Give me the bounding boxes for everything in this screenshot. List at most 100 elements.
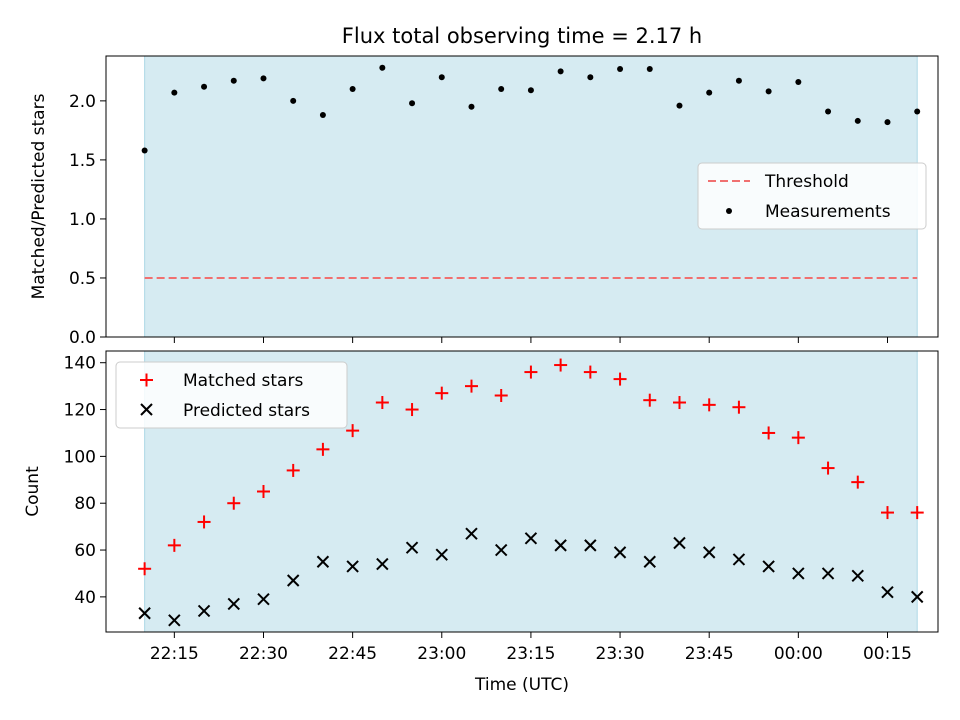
bottom-y-axis-label: Count	[23, 466, 43, 517]
measurement-point	[587, 74, 594, 81]
measurement-point	[171, 89, 178, 96]
predicted-star-point	[643, 555, 656, 568]
predicted-x-b	[227, 597, 240, 611]
matched-star-point	[910, 506, 924, 520]
matched-star-point	[227, 496, 241, 510]
top-x-ticks	[173, 337, 888, 343]
predicted-x-b	[376, 557, 389, 571]
legend-measurement-swatch	[726, 208, 732, 214]
predicted-stars-points	[138, 527, 924, 627]
measurement-point	[349, 86, 356, 93]
x-tick-label: 22:45	[328, 644, 377, 664]
predicted-x-b	[673, 536, 686, 550]
predicted-x-b	[702, 546, 716, 559]
top-y-ticks: 0.0 0.5 1.0 1.5 2.0	[69, 92, 106, 348]
x-tick-label: 00:00	[774, 644, 823, 664]
predicted-x-b	[494, 543, 508, 557]
predicted-star-point	[524, 532, 538, 545]
predicted-star-point	[792, 567, 805, 580]
predicted-x-b	[821, 567, 835, 580]
predicted-star-point	[168, 614, 181, 627]
predicted-star-point	[762, 560, 775, 573]
predicted-star-point	[257, 593, 270, 606]
predicted-star-point	[197, 604, 211, 618]
predicted-x-b	[732, 553, 746, 566]
legend-threshold-label: Threshold	[764, 172, 849, 192]
matched-star-point	[732, 400, 746, 414]
legend-predicted-label: Predicted stars	[183, 401, 310, 421]
predicted-x-b	[851, 569, 864, 583]
predicted-x-b	[554, 539, 567, 552]
legend-matched-swatch	[140, 373, 153, 387]
matched-stars-points	[138, 358, 924, 576]
top-panel: 0.00.51.01.52.0 Matched/Predicted stars …	[29, 55, 939, 348]
y-tick-label: 2.0	[69, 92, 96, 112]
predicted-x-b	[257, 593, 270, 606]
x-tick-label: 23:30	[596, 644, 645, 664]
measurement-point	[230, 77, 237, 84]
predicted-x-b	[197, 604, 211, 618]
y-tick-label: 60	[74, 541, 96, 561]
predicted-star-point	[732, 553, 746, 566]
chart-title: Flux total observing time = 2.17 h	[342, 24, 702, 48]
matched-star-point	[762, 426, 776, 440]
measurement-point	[557, 68, 564, 75]
predicted-star-point	[286, 574, 300, 587]
matched-star-point	[791, 431, 805, 445]
measurement-point	[498, 86, 505, 93]
predicted-x-b	[613, 546, 627, 559]
measurement-point	[260, 75, 267, 82]
matched-star-point	[464, 379, 478, 393]
top-axes-frame	[105, 55, 939, 338]
x-tick-label: 23:00	[417, 644, 466, 664]
predicted-star-point	[376, 557, 389, 571]
legend-measurements-label: Measurements	[765, 202, 891, 222]
predicted-star-point	[346, 560, 359, 573]
matched-star-point	[138, 562, 152, 576]
matched-star-point	[702, 398, 716, 412]
predicted-star-point	[881, 585, 894, 599]
measurement-point	[884, 119, 891, 126]
matched-star-point	[405, 403, 419, 417]
matched-star-point	[821, 461, 835, 475]
matched-star-point	[643, 393, 657, 407]
predicted-x-b	[792, 567, 805, 580]
measurement-point	[795, 78, 802, 85]
predicted-x-b	[316, 555, 330, 568]
bottom-y-ticks: 40 60 80 100 120 140	[64, 354, 106, 608]
measurement-point	[825, 108, 832, 115]
x-tick-label: 23:45	[685, 644, 734, 664]
y-tick-label: 0.5	[69, 269, 96, 289]
predicted-star-point	[702, 546, 716, 559]
y-tick-label: 140	[64, 354, 96, 374]
measurement-point	[527, 87, 534, 94]
matched-star-point	[880, 506, 894, 520]
y-tick-label: 40	[74, 588, 96, 608]
top-y-axis-label: Matched/Predicted stars	[29, 93, 49, 299]
predicted-x-b	[286, 574, 300, 587]
matched-star-point	[524, 365, 538, 379]
predicted-star-point	[613, 546, 627, 559]
matched-star-point	[583, 365, 597, 379]
x-tick-label: 23:15	[506, 644, 555, 664]
matched-star-point	[167, 538, 181, 552]
predicted-x-b	[524, 532, 538, 545]
bottom-axes-frame	[105, 350, 939, 633]
matched-star-point	[851, 475, 865, 489]
legend-matched-label: Matched stars	[183, 371, 303, 391]
measurement-point	[735, 77, 742, 84]
measurement-point	[438, 74, 445, 81]
x-axis-label: Time (UTC)	[474, 675, 569, 695]
predicted-star-point	[465, 527, 478, 540]
predicted-star-point	[138, 607, 151, 620]
measurement-point	[141, 147, 148, 154]
measurement-points	[141, 64, 921, 154]
predicted-x-b	[435, 548, 448, 561]
matched-star-point	[494, 388, 508, 402]
measurement-point	[290, 97, 297, 104]
measurement-point	[468, 103, 475, 110]
predicted-star-point	[405, 541, 419, 554]
predicted-star-point	[910, 590, 924, 604]
measurement-point	[201, 83, 208, 90]
predicted-x-b	[346, 560, 359, 573]
